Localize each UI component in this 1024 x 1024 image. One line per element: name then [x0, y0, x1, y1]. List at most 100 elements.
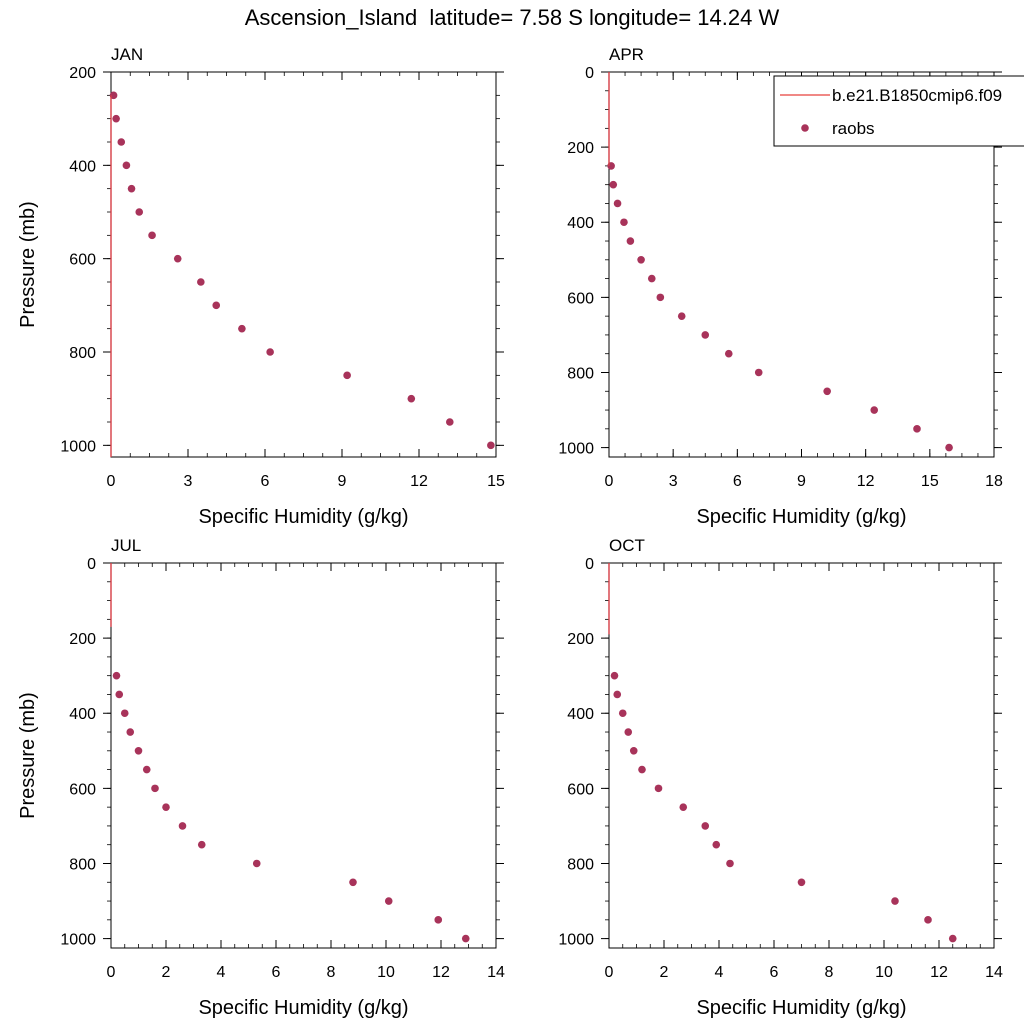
x-tick-label: 2	[660, 964, 669, 981]
y-tick-label: 1000	[60, 932, 96, 949]
y-tick-label: 1000	[558, 932, 594, 949]
y-tick-label: 400	[69, 706, 96, 723]
legend-label-model: b.e21.B1850cmip6.f09	[832, 86, 1002, 105]
raobs-point	[446, 418, 454, 426]
raobs-point	[151, 784, 159, 793]
panel-label: JUL	[111, 536, 141, 555]
panel-oct: 0 2 4 6 8 10 12 14 0 200 400 600 800 1000 OCT Specific …	[558, 536, 1003, 1019]
raobs-point	[629, 747, 638, 755]
raobs-point	[609, 180, 618, 189]
raobs-point	[461, 934, 470, 943]
legend-marker-swatch	[801, 124, 809, 132]
raobs-point	[726, 859, 734, 868]
x-tick-label: 6	[733, 473, 742, 490]
y-tick-label: 200	[567, 631, 594, 648]
raobs-point	[891, 897, 899, 905]
raobs-point	[679, 803, 688, 811]
x-tick-label: 0	[605, 473, 614, 490]
raobs-point	[178, 822, 187, 830]
raobs-point	[613, 199, 622, 208]
y-tick-label: 400	[567, 706, 594, 723]
raobs-point	[434, 916, 443, 924]
raobs-point	[349, 878, 357, 887]
y-tick-label: 800	[69, 345, 96, 362]
raobs-point	[135, 208, 144, 216]
raobs-point	[724, 349, 733, 358]
raobs-point	[638, 765, 646, 774]
x-tick-label: 0	[107, 473, 116, 490]
raobs-point	[637, 256, 645, 264]
x-tick-label: 15	[487, 473, 505, 490]
raobs-point	[142, 765, 151, 774]
y-tick-label: 600	[567, 781, 594, 798]
panel-jan: 0 3 6 9 12 15 200 400 600 800 1000 JAN Specific Humi…	[17, 45, 505, 528]
raobs-point	[126, 728, 135, 736]
raobs-point	[122, 161, 131, 170]
raobs-point	[238, 324, 246, 333]
x-axis-title: Specific Humidity (g/kg)	[696, 997, 906, 1019]
panel-label: JAN	[111, 45, 143, 64]
raobs-point	[620, 218, 628, 227]
legend-label-obs: raobs	[832, 119, 875, 138]
y-axis-title: Pressure (mb)	[17, 201, 39, 328]
panel-jul: 0 2 4 6 8 10 12 14 0 200 400 600 800 1000 JUL Specific …	[17, 536, 505, 1019]
y-tick-label: 0	[585, 556, 594, 573]
raobs-point	[610, 671, 619, 680]
x-tick-label: 8	[327, 964, 336, 981]
y-tick-label: 400	[69, 158, 96, 175]
raobs-point	[712, 840, 721, 849]
raobs-point	[701, 822, 710, 830]
raobs-point	[252, 859, 261, 868]
raobs-point	[197, 278, 205, 286]
raobs-point	[384, 897, 393, 905]
raobs-point	[870, 406, 879, 414]
x-tick-label: 12	[410, 473, 428, 490]
raobs-point	[407, 394, 416, 403]
y-tick-label: 0	[585, 65, 594, 82]
y-axis-title: Pressure (mb)	[17, 692, 39, 819]
raobs-point	[212, 301, 221, 310]
x-axis-title: Specific Humidity (g/kg)	[198, 506, 408, 528]
x-tick-label: 6	[261, 473, 270, 490]
raobs-point	[112, 114, 120, 123]
figure-title: Ascension_Island latitude= 7.58 S longit…	[244, 5, 780, 30]
raobs-point	[677, 312, 686, 320]
raobs-point	[117, 138, 126, 146]
x-tick-label: 18	[985, 473, 1003, 490]
raobs-point	[913, 425, 921, 433]
x-tick-label: 9	[338, 473, 347, 490]
raobs-point	[797, 878, 806, 887]
x-tick-label: 6	[770, 964, 779, 981]
y-tick-label: 1000	[558, 441, 594, 458]
x-tick-label: 10	[377, 964, 395, 981]
y-tick-label: 1000	[60, 438, 96, 455]
y-tick-label: 600	[567, 290, 594, 307]
plot-frame	[110, 71, 497, 458]
x-tick-label: 12	[930, 964, 948, 981]
x-tick-label: 6	[272, 964, 281, 981]
raobs-point	[120, 709, 129, 718]
raobs-point	[173, 254, 182, 263]
panel-apr: 0 3 6 9 12 15 18 0 200 400 600 800 1000 APR Specific H…	[558, 45, 1003, 528]
x-tick-label: 14	[487, 964, 505, 981]
plot-frame	[110, 562, 497, 949]
raobs-point	[197, 840, 206, 849]
raobs-point	[654, 784, 663, 793]
y-tick-label: 0	[87, 556, 96, 573]
y-tick-label: 200	[69, 631, 96, 648]
raobs-point	[924, 916, 932, 924]
y-tick-label: 800	[567, 365, 594, 382]
raobs-point	[148, 231, 156, 240]
legend-box	[773, 75, 1024, 147]
y-tick-label: 600	[69, 781, 96, 798]
raobs-point	[945, 443, 953, 452]
raobs-point	[624, 728, 633, 736]
x-tick-label: 15	[921, 473, 939, 490]
x-tick-label: 14	[985, 964, 1003, 981]
y-tick-label: 400	[567, 215, 594, 232]
raobs-point	[754, 368, 763, 377]
x-tick-label: 12	[857, 473, 875, 490]
x-tick-label: 9	[797, 473, 806, 490]
y-tick-label: 800	[69, 856, 96, 873]
